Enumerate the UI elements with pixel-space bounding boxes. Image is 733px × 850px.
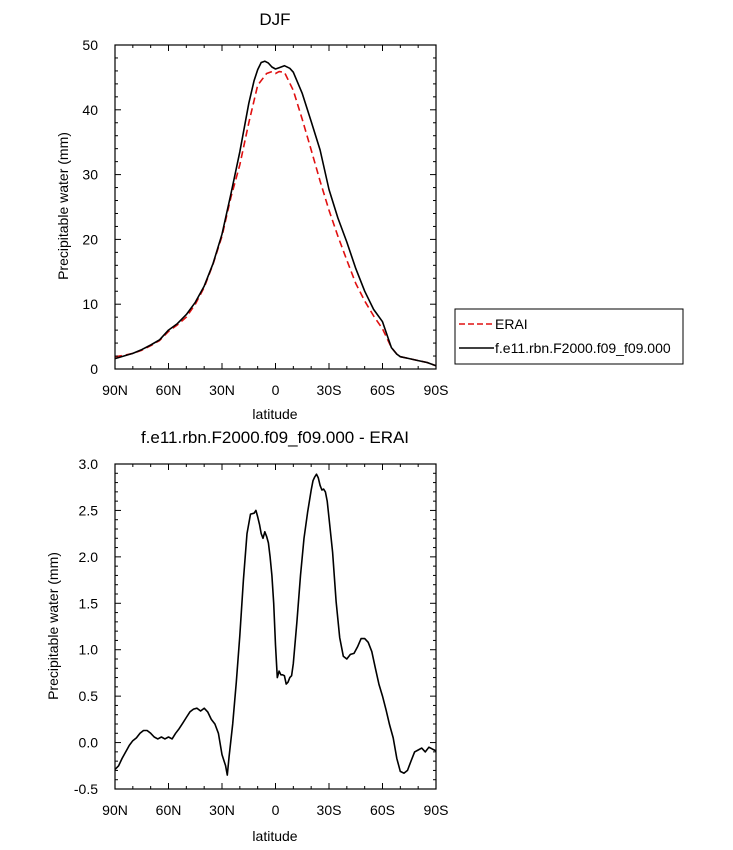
bottom-chart-title: f.e11.rbn.F2000.f09_f09.000 - ERAI: [141, 428, 409, 447]
top-y-axis-label: Precipitable water (mm): [55, 132, 71, 280]
bottom-y-axis-label: Precipitable water (mm): [45, 552, 61, 700]
y-tick-label-0-3: 30: [82, 167, 98, 183]
y-tick-label-1-2: 0.5: [79, 688, 99, 704]
y-tick-label-1-0: -0.5: [74, 781, 98, 797]
x-tick-label-1-2: 30N: [209, 802, 235, 818]
x-tick-label-1-4: 30S: [317, 802, 342, 818]
bottom-x-axis-label: latitude: [252, 828, 297, 844]
x-tick-label-0-6: 90S: [424, 382, 449, 398]
y-tick-label-1-3: 1.0: [79, 642, 99, 658]
x-tick-label-1-6: 90S: [424, 802, 449, 818]
legend-label-erai: ERAI: [495, 316, 528, 332]
x-tick-label-0-2: 30N: [209, 382, 235, 398]
x-tick-label-0-0: 90N: [102, 382, 128, 398]
y-tick-label-0-5: 50: [82, 37, 98, 53]
x-tick-label-1-5: 60S: [370, 802, 395, 818]
series-line-0-1: [114, 60, 437, 367]
bottom-panel: f.e11.rbn.F2000.f09_f09.000 - ERAI Preci…: [45, 428, 448, 844]
x-tick-label-0-5: 60S: [370, 382, 395, 398]
x-tick-label-1-3: 0: [272, 802, 280, 818]
series-line-0-0: [114, 70, 437, 367]
legend-label-model: f.e11.rbn.F2000.f09_f09.000: [495, 340, 671, 356]
y-tick-label-1-4: 1.5: [79, 595, 99, 611]
plot-frame-0: [114, 44, 437, 370]
y-tick-label-1-1: 0.0: [79, 735, 99, 751]
top-panel: DJF Precipitable water (mm) latitude 90N…: [55, 10, 448, 422]
top-chart-title: DJF: [259, 10, 290, 29]
x-tick-label-0-1: 60N: [156, 382, 182, 398]
y-tick-label-1-7: 3.0: [79, 456, 99, 472]
x-tick-label-1-0: 90N: [102, 802, 128, 818]
y-tick-label-0-0: 0: [90, 361, 98, 377]
x-tick-label-0-4: 30S: [317, 382, 342, 398]
y-tick-label-0-2: 20: [82, 231, 98, 247]
plot-frame-1: [114, 463, 437, 790]
legend-box: [454, 308, 684, 365]
y-tick-label-1-6: 2.5: [79, 502, 99, 518]
x-tick-label-0-3: 0: [272, 382, 280, 398]
y-tick-label-0-4: 40: [82, 102, 98, 118]
x-tick-label-1-1: 60N: [156, 802, 182, 818]
y-tick-label-1-5: 2.0: [79, 549, 99, 565]
y-tick-label-0-1: 10: [82, 296, 98, 312]
top-x-axis-label: latitude: [252, 406, 297, 422]
series-line-1-0: [114, 473, 437, 776]
legend: ERAI f.e11.rbn.F2000.f09_f09.000: [454, 308, 684, 365]
